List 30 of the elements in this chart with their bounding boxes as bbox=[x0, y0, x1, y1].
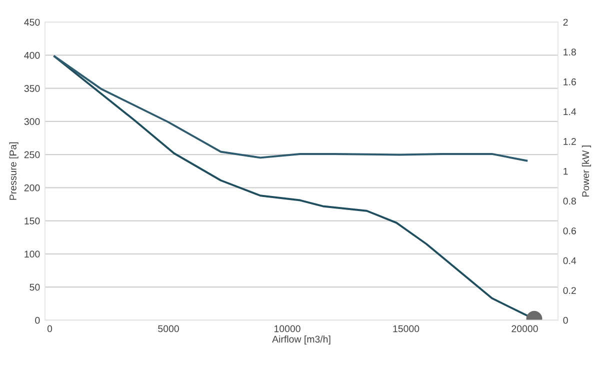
x-tick-label: 15000 bbox=[393, 325, 420, 332]
y-tick-label: 100 bbox=[24, 250, 40, 258]
y-tick-label: 0 bbox=[35, 316, 40, 324]
y2-tick-label: 2 bbox=[563, 18, 568, 26]
y-tick-label: 300 bbox=[24, 118, 40, 126]
y2-tick-label: 1.8 bbox=[564, 48, 576, 56]
x-tick-label: 20000 bbox=[512, 325, 538, 332]
y2-tick-label: 1 bbox=[564, 168, 568, 175]
y2-tick-label: 1.2 bbox=[564, 138, 576, 145]
y-tick-label: 450 bbox=[24, 18, 40, 26]
y2-tick-label: 0.6 bbox=[563, 227, 576, 234]
y2-tick-label: 0.4 bbox=[563, 257, 576, 264]
y-tick-label: 150 bbox=[24, 218, 40, 224]
x-tick-label: 10000 bbox=[274, 325, 300, 332]
y-tick-label: 50 bbox=[30, 284, 40, 291]
y2-tick-label: 1.6 bbox=[564, 78, 576, 86]
y-tick-label: 350 bbox=[24, 85, 40, 92]
y2-axis-title: Power [kW ] bbox=[582, 146, 591, 197]
y2-tick-label: 0.8 bbox=[563, 198, 576, 205]
x-tick-label: 5000 bbox=[158, 325, 179, 332]
x-axis-title: Airflow [m3/h] bbox=[272, 335, 330, 345]
y2-tick-label: 1.4 bbox=[564, 108, 576, 116]
y-tick-label: 250 bbox=[24, 151, 40, 158]
x-tick-label: 0 bbox=[47, 325, 52, 332]
y-tick-label: 200 bbox=[24, 184, 40, 192]
y-axis-title: Pressure [Pa] bbox=[9, 142, 18, 200]
line-series bbox=[54, 55, 528, 162]
y-tick-label: 400 bbox=[24, 52, 40, 59]
y2-tick-label: 0 bbox=[563, 316, 568, 324]
y2-tick-label: 0.2 bbox=[563, 287, 576, 294]
